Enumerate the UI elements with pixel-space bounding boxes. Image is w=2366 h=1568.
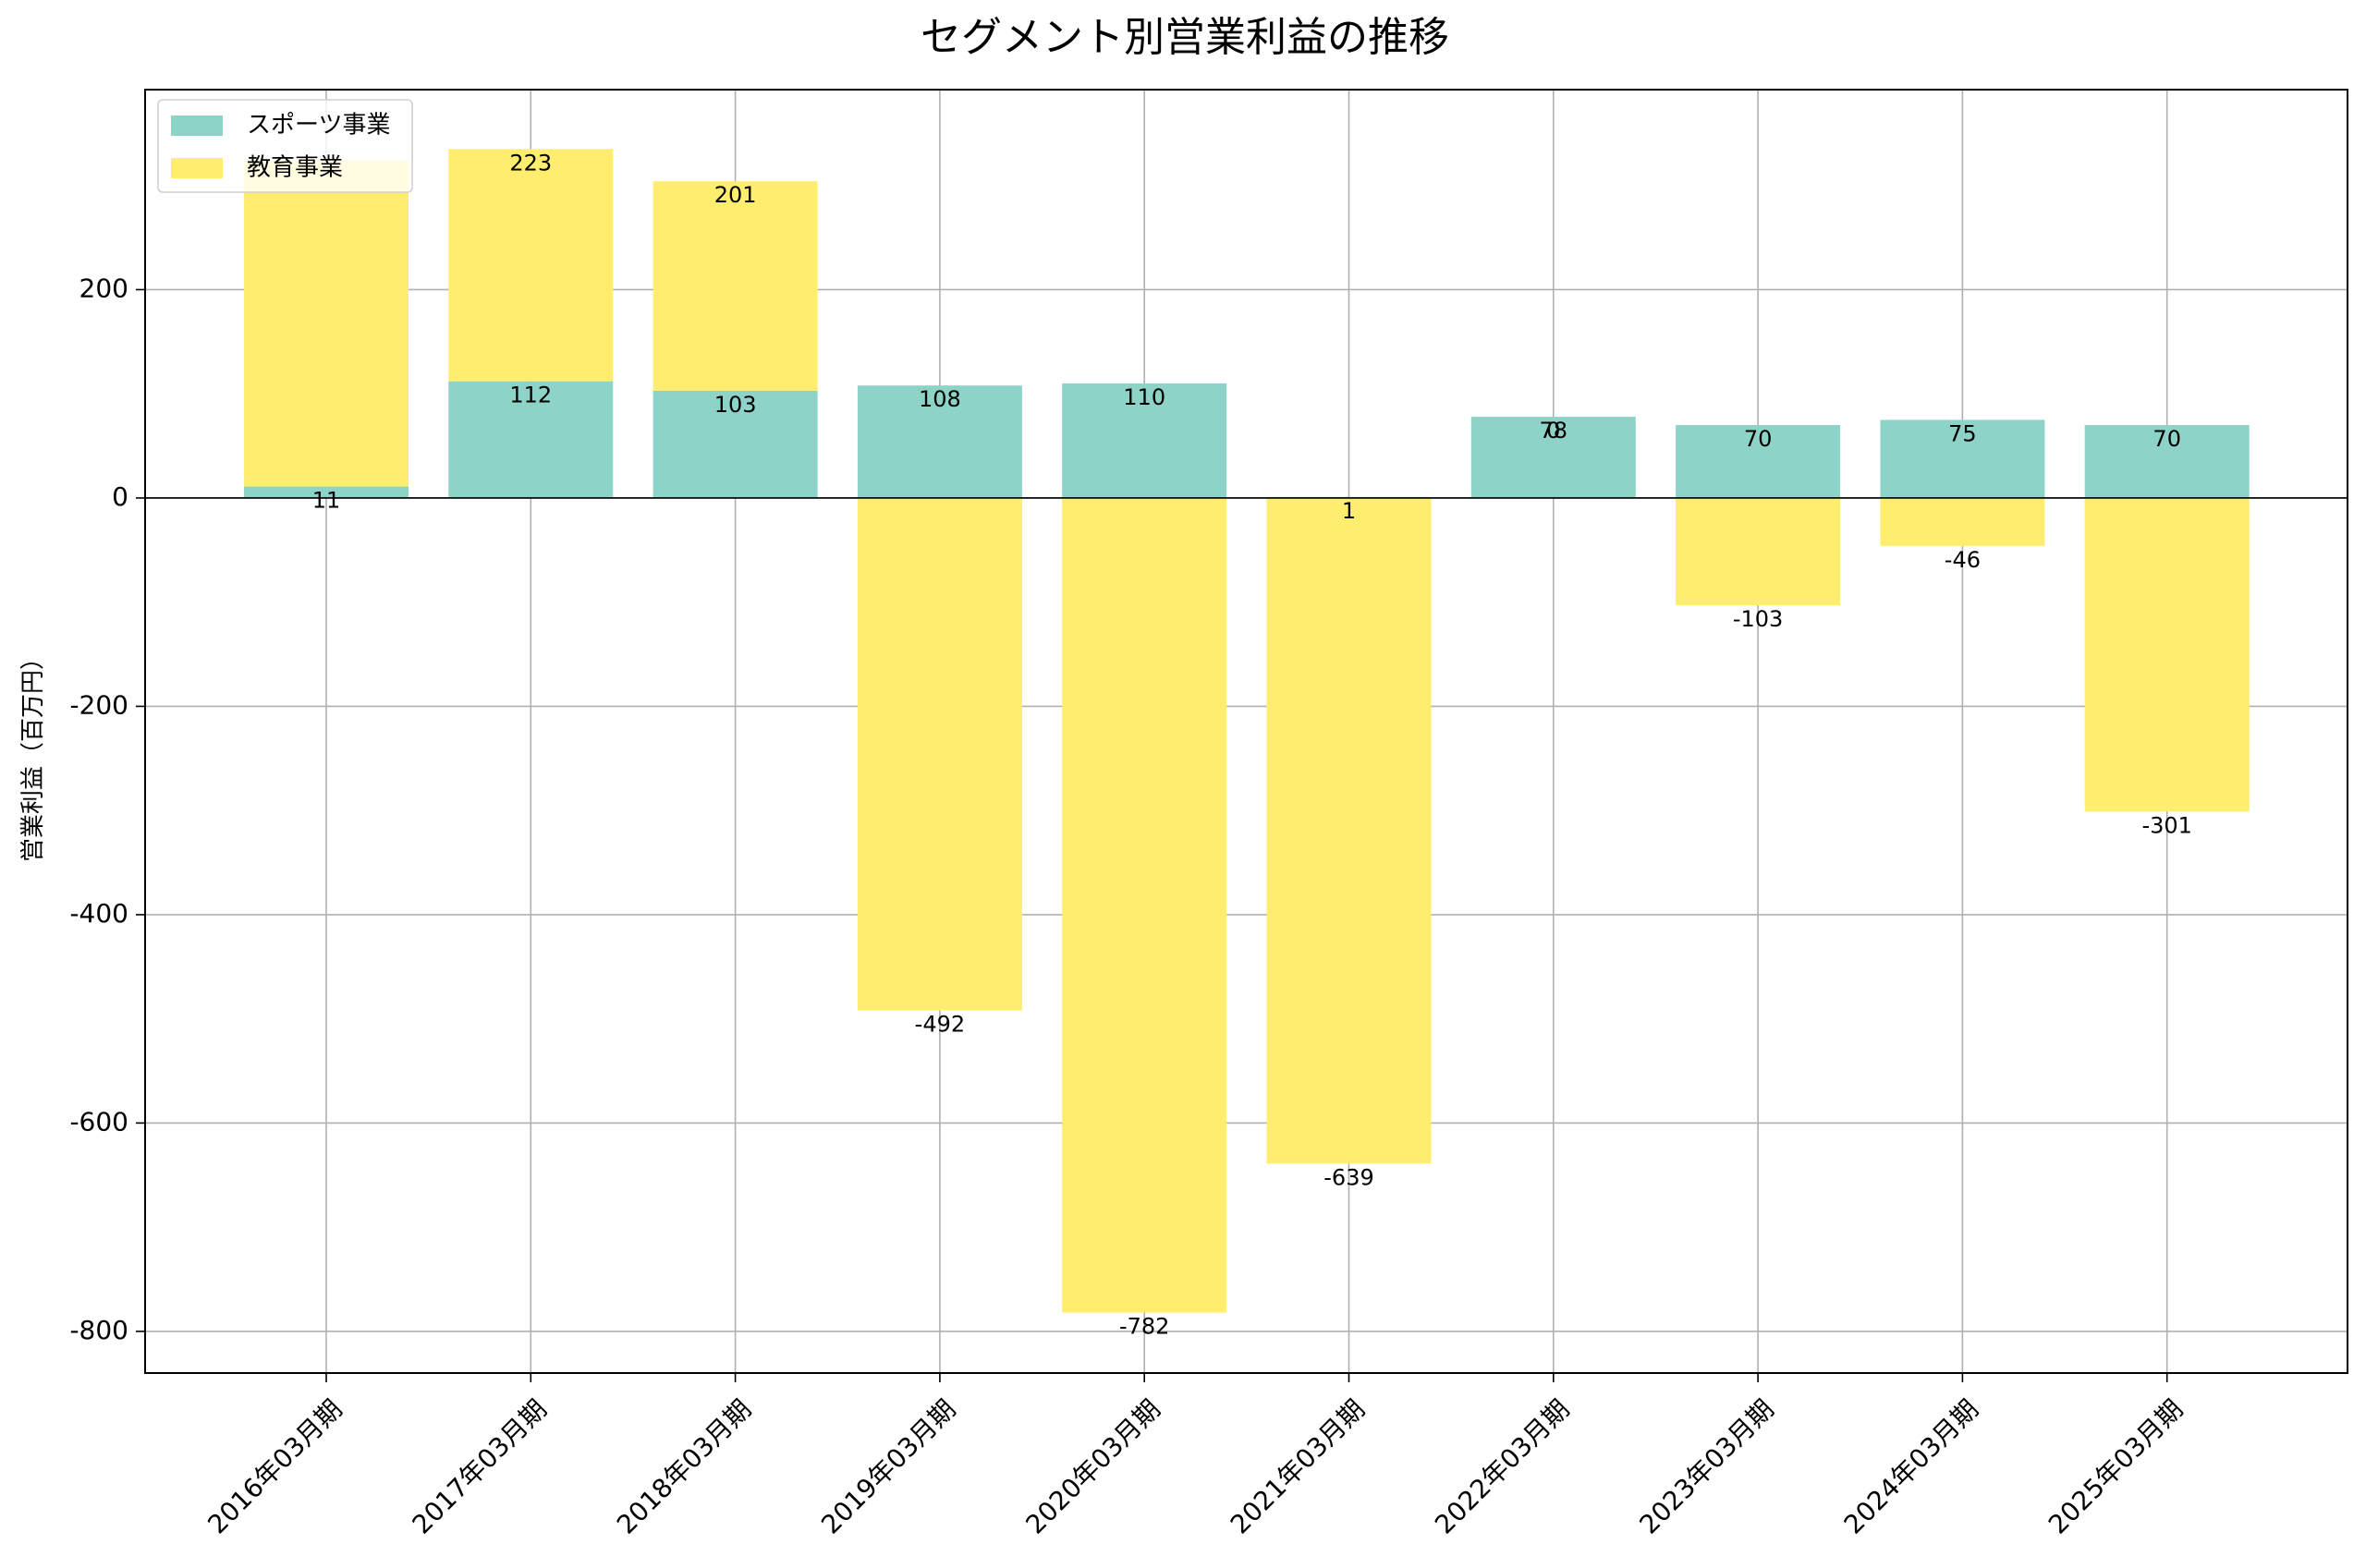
x-tick-label-2: 2018年03月期 — [611, 1393, 757, 1539]
bar-s1-4 — [1062, 497, 1227, 1313]
chart-title: セグメント別営業利益の推移 — [921, 14, 1449, 61]
legend-swatch-0 — [171, 115, 223, 136]
x-tick-label-9: 2025年03月期 — [2043, 1393, 2189, 1539]
data-labels-layer: 11 112 103 108 110 1 78 70 75 70 223 201 -492 -782 -63… — [312, 150, 2192, 1339]
data-label-s0-5: 1 — [1342, 498, 1356, 524]
data-label-s1-9: -301 — [2141, 812, 2191, 838]
data-label-s1-3: -492 — [915, 1012, 965, 1038]
data-label-s0-1: 112 — [509, 383, 552, 408]
x-tick-label-1: 2017年03月期 — [407, 1393, 553, 1539]
data-label-s0-6: 78 — [1540, 418, 1568, 444]
bar-s0-9 — [2084, 425, 2250, 498]
data-label-s0-4: 110 — [1123, 384, 1165, 410]
bar-s1-3 — [857, 497, 1022, 1011]
y-tick-label-1: -600 — [69, 1106, 128, 1136]
x-tick-label-4: 2020年03月期 — [1020, 1393, 1166, 1539]
y-tick-label-5: 200 — [79, 273, 128, 303]
data-label-s0-7: 70 — [1744, 426, 1773, 452]
legend-swatch-1 — [171, 158, 223, 178]
legend-label-0: スポーツ事業 — [247, 112, 390, 140]
bar-s1-0 — [244, 160, 409, 487]
data-label-s1-4: -782 — [1119, 1314, 1169, 1340]
y-tick-label-4: 0 — [112, 481, 128, 512]
bar-s0-7 — [1676, 425, 1841, 498]
x-tick-label-3: 2019年03月期 — [815, 1393, 961, 1539]
data-label-s1-1: 223 — [509, 150, 552, 176]
data-label-s1-6: 0 — [1546, 418, 1560, 444]
data-label-s1-7: -103 — [1733, 606, 1783, 632]
x-tick-label-8: 2024年03月期 — [1838, 1393, 1984, 1539]
bar-s1-9 — [2084, 497, 2250, 812]
y-axis-label: 営業利益（百万円） — [19, 646, 47, 862]
bar-s0-6 — [1470, 417, 1636, 498]
bar-s0-1 — [448, 381, 614, 498]
x-tick-label-6: 2022年03月期 — [1429, 1393, 1575, 1539]
bar-s1-1 — [448, 149, 614, 382]
bar-s0-3 — [857, 385, 1022, 498]
bar-s0-2 — [652, 390, 818, 498]
x-tick-label-0: 2016年03月期 — [201, 1393, 348, 1539]
bars-layer — [244, 149, 2250, 1313]
data-label-s1-5: -639 — [1323, 1164, 1373, 1190]
legend-label-1: 教育事業 — [247, 154, 343, 182]
y-tick-label-3: -200 — [69, 689, 128, 720]
data-label-s1-8: -46 — [1945, 547, 1981, 573]
plot-frame — [144, 89, 2348, 1374]
bar-s0-8 — [1880, 419, 2045, 498]
x-tick-label-5: 2021年03月期 — [1225, 1393, 1371, 1539]
y-tick-label-2: -400 — [69, 898, 128, 929]
data-label-s0-2: 103 — [714, 392, 757, 418]
bar-s1-2 — [652, 181, 818, 391]
x-tick-label-7: 2023年03月期 — [1633, 1393, 1779, 1539]
data-label-s0-3: 108 — [919, 386, 961, 412]
data-label-s0-9: 70 — [2153, 426, 2181, 452]
y-tick-label-0: -800 — [69, 1315, 128, 1345]
bar-s0-4 — [1062, 383, 1227, 498]
bar-s1-5 — [1266, 497, 1432, 1164]
bar-s0-0 — [244, 486, 409, 498]
data-label-s0-0: 11 — [312, 488, 341, 514]
data-label-s1-2: 201 — [714, 182, 757, 208]
data-label-s0-8: 75 — [1948, 420, 1977, 446]
bar-s1-7 — [1676, 497, 1841, 606]
bar-s1-8 — [1880, 497, 2045, 546]
